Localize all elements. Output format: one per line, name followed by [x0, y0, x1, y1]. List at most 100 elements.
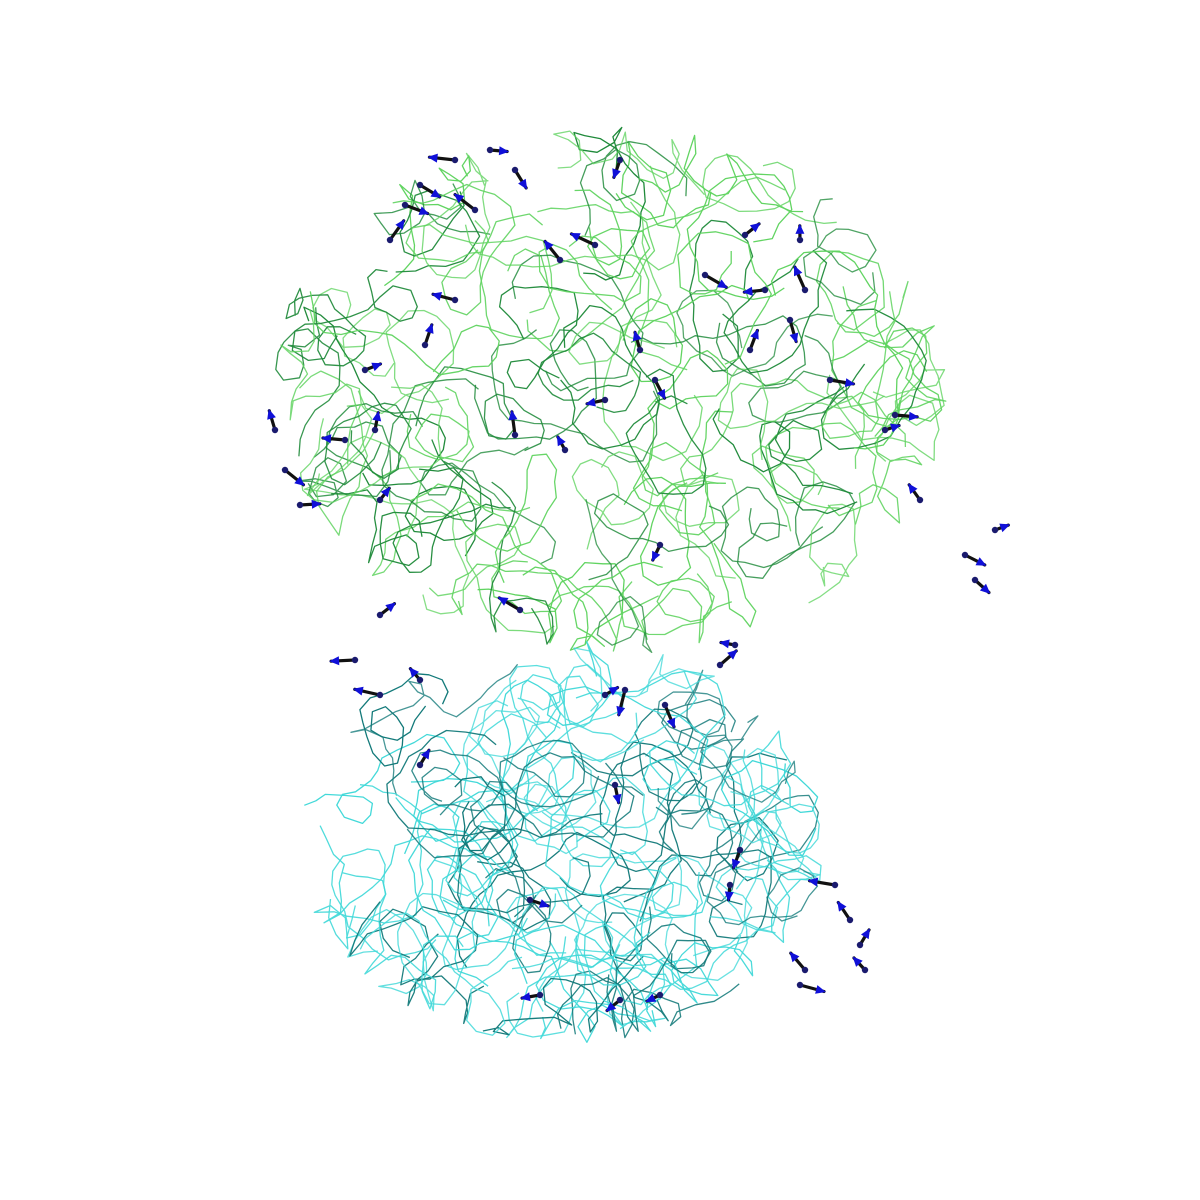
backbone-segment — [698, 747, 780, 832]
backbone-segment — [556, 939, 712, 1032]
backbone-segment — [420, 446, 557, 565]
vector-glyph — [520, 991, 544, 1002]
backbone-segment — [606, 906, 710, 1032]
backbone-segment — [570, 970, 740, 1039]
backbone-segment — [485, 867, 552, 974]
backbone-segment — [573, 647, 715, 712]
vector-glyph — [651, 376, 667, 400]
backbone-segment — [498, 285, 579, 390]
backbone-segment — [710, 805, 822, 934]
backbone-segment — [649, 730, 792, 807]
backbone-segment — [535, 954, 649, 1040]
backbone-segment — [408, 828, 528, 951]
vector-glyph — [661, 701, 676, 729]
backbone-segment — [560, 304, 661, 450]
backbone-segment — [485, 739, 645, 855]
backbone-segment — [625, 368, 707, 495]
backbone-segment — [514, 924, 698, 1004]
backbone-segment — [661, 698, 745, 769]
backbone-segment — [319, 825, 494, 927]
vector-glyph — [796, 981, 826, 994]
vector-glyph — [746, 328, 760, 354]
vector-glyph — [856, 928, 871, 949]
vector-glyph — [376, 486, 391, 504]
backbone-segment — [309, 291, 500, 376]
backbone-segment — [464, 165, 681, 271]
backbone-segment — [657, 734, 796, 830]
backbone-segment — [585, 499, 653, 654]
backbone-segment — [468, 700, 682, 829]
backbone-segment — [618, 573, 715, 636]
vector-glyph — [961, 551, 987, 567]
backbone-segment — [720, 486, 824, 569]
backbone-segment — [547, 664, 639, 763]
backbone-segment — [397, 859, 485, 1006]
backbone-segment — [588, 493, 730, 581]
vector-glyph — [991, 523, 1011, 534]
backbone-segment — [463, 713, 567, 842]
backbone-segment — [768, 386, 853, 495]
backbone-segment — [686, 173, 793, 301]
vector-glyph — [421, 323, 434, 349]
backbone-segment — [638, 134, 804, 213]
backbone-segment — [661, 474, 740, 579]
vector-glyph — [836, 900, 854, 924]
backbone-segment — [751, 445, 824, 532]
vector-glyph — [556, 435, 569, 454]
backbone-segment — [482, 955, 644, 1036]
vector-glyph — [408, 667, 424, 684]
vector-glyph — [632, 330, 644, 354]
backbone-segment — [426, 854, 515, 938]
vector-glyph — [427, 153, 459, 164]
vector-glyph — [826, 376, 856, 387]
vector-glyph — [497, 596, 524, 614]
backbone-segment — [384, 155, 471, 287]
backbone-segment — [657, 669, 759, 748]
backbone-segment — [573, 126, 646, 281]
backbone-segment — [451, 563, 659, 652]
vector-glyph — [267, 408, 279, 434]
backbone-segment — [655, 778, 734, 877]
backbone-segment — [601, 319, 703, 462]
vector-glyph — [605, 996, 624, 1013]
backbone-segment — [299, 384, 443, 503]
backbone-segment — [699, 410, 757, 628]
backbone-segment — [821, 291, 907, 448]
backbone-segment — [506, 936, 672, 1039]
backbone-segment — [404, 777, 519, 880]
vector-glyph — [701, 271, 728, 289]
vector-glyph — [361, 362, 383, 374]
backbone-segment — [564, 853, 753, 957]
backbone-segment — [462, 679, 540, 792]
vector-glyph — [321, 434, 349, 444]
backbone-segment — [633, 857, 779, 991]
vector-glyph — [401, 201, 430, 216]
vector-glyph — [719, 639, 739, 649]
backbone-segment — [291, 268, 418, 362]
backbone-segment — [392, 183, 516, 316]
vector-glyph — [742, 286, 769, 296]
backbone-segment — [854, 399, 923, 525]
backbone-segment — [406, 780, 583, 924]
backbone-segment — [842, 286, 947, 438]
backbone-segment — [574, 189, 651, 280]
backbone-segment — [680, 378, 865, 487]
backbone-segment — [406, 386, 475, 463]
backbone-segment — [538, 235, 642, 311]
backbone-segment — [509, 664, 565, 739]
vector-glyph — [296, 499, 322, 509]
vector-glyph — [612, 156, 624, 180]
vector-glyph — [526, 896, 550, 908]
vector-glyph — [386, 219, 406, 244]
backbone-segment — [553, 130, 705, 196]
vector-glyph — [741, 222, 761, 239]
vector-glyph — [881, 423, 901, 434]
vector-glyph — [371, 410, 382, 434]
vector-glyph — [508, 409, 519, 439]
vector-glyph — [376, 602, 396, 619]
backbone-segment — [491, 329, 660, 463]
backbone-segment — [392, 439, 511, 573]
backbone-segment — [698, 794, 819, 902]
backbone-segment — [478, 213, 560, 340]
